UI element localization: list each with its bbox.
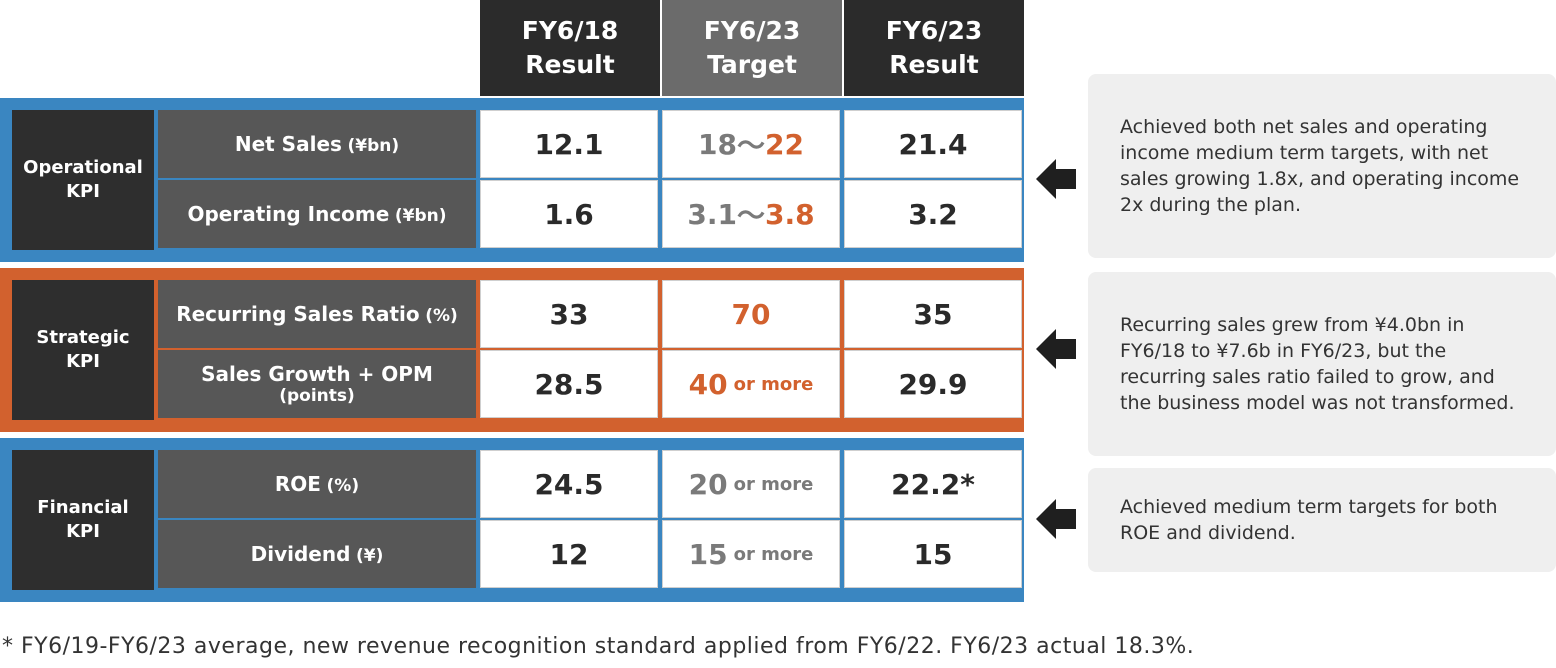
left-arrow-icon — [1036, 159, 1076, 199]
cell-dividend-fy23: 15 — [844, 520, 1022, 588]
cell-operating-income-fy18: 1.6 — [480, 180, 658, 248]
row-label-net-sales: Net Sales (¥bn) — [158, 110, 476, 178]
target-high: 3.8 — [765, 197, 815, 231]
row-label-roe: ROE (%) — [158, 450, 476, 518]
row-label-text: Recurring Sales Ratio — [176, 302, 420, 326]
cell-recurring-fy23: 35 — [844, 280, 1022, 348]
category-operational-kpi: Operational KPI — [12, 110, 154, 250]
operational-kpi-group: Operational KPI Net Sales (¥bn) Operating… — [0, 98, 1024, 262]
cell-recurring-target: 70 — [662, 280, 840, 348]
row-label-recurring-sales-ratio: Recurring Sales Ratio (%) — [158, 280, 476, 348]
cell-net-sales-fy18: 12.1 — [480, 110, 658, 178]
cell-operating-income-target: 3.1 〜 3.8 — [662, 180, 840, 248]
target-low: 3.1 — [687, 197, 737, 231]
row-label-text: Dividend — [250, 542, 351, 566]
row-label-sub: (points) — [279, 386, 355, 406]
cell-recurring-fy18: 33 — [480, 280, 658, 348]
row-label-unit: (%) — [326, 476, 360, 496]
cell-dividend-target: 15 or more — [662, 520, 840, 588]
cell-roe-fy23: 22.2* — [844, 450, 1022, 518]
header-line: Target — [707, 50, 797, 79]
note-strategic: Recurring sales grew from ¥4.0bn in FY6/… — [1088, 272, 1556, 456]
header-line: FY6/23 — [885, 16, 983, 45]
cell-growth-opm-fy18: 28.5 — [480, 350, 658, 418]
category-line: KPI — [66, 521, 100, 542]
cell-dividend-fy18: 12 — [480, 520, 658, 588]
category-line: Financial — [37, 497, 129, 518]
header-line: Result — [889, 50, 979, 79]
target-value: 70 — [731, 297, 771, 331]
row-label-unit: (¥) — [356, 546, 384, 566]
header-fy23-target: FY6/23 Target — [662, 0, 842, 96]
target-low: 18 — [698, 127, 737, 161]
row-label-text: Net Sales — [234, 132, 342, 156]
cell-net-sales-fy23: 21.4 — [844, 110, 1022, 178]
category-line: KPI — [66, 351, 100, 372]
note-text: Achieved both net sales and operating in… — [1120, 116, 1520, 216]
target-value: 40 — [688, 367, 728, 401]
header-fy23-result: FY6/23 Result — [844, 0, 1024, 96]
category-line: Strategic — [36, 327, 130, 348]
cell-operating-income-fy23: 3.2 — [844, 180, 1022, 248]
left-arrow-icon — [1036, 499, 1076, 539]
row-label-text: Operating Income — [187, 202, 390, 226]
left-arrow-icon — [1036, 329, 1076, 369]
header-fy18-result: FY6/18 Result — [480, 0, 660, 96]
cell-roe-target: 20 or more — [662, 450, 840, 518]
category-financial-kpi: Financial KPI — [12, 450, 154, 590]
target-suffix: or more — [733, 473, 814, 495]
note-financial: Achieved medium term targets for both RO… — [1088, 468, 1556, 572]
strategic-kpi-group: Strategic KPI Recurring Sales Ratio (%) S… — [0, 268, 1024, 432]
cell-growth-opm-target: 40 or more — [662, 350, 840, 418]
note-text: Recurring sales grew from ¥4.0bn in FY6/… — [1120, 314, 1515, 414]
financial-kpi-group: Financial KPI ROE (%) Dividend (¥) 24.5 2… — [0, 438, 1024, 602]
row-label-text: Sales Growth + OPM — [201, 362, 433, 386]
category-line: Operational — [23, 157, 143, 178]
footnote: * FY6/19-FY6/23 average, new revenue rec… — [2, 634, 1195, 659]
target-value: 20 — [688, 467, 728, 501]
row-label-unit: (%) — [425, 306, 458, 326]
cell-growth-opm-fy23: 29.9 — [844, 350, 1022, 418]
target-value: 15 — [688, 537, 728, 571]
cell-roe-fy18: 24.5 — [480, 450, 658, 518]
row-label-text: ROE — [274, 472, 321, 496]
category-strategic-kpi: Strategic KPI — [12, 280, 154, 420]
header-line: FY6/23 — [703, 16, 801, 45]
category-line: KPI — [66, 181, 100, 202]
note-text: Achieved medium term targets for both RO… — [1120, 496, 1498, 544]
target-separator: 〜 — [736, 199, 765, 232]
header-line: Result — [525, 50, 615, 79]
target-suffix: or more — [733, 543, 814, 565]
target-separator: 〜 — [736, 129, 765, 162]
row-label-operating-income: Operating Income (¥bn) — [158, 180, 476, 248]
row-label-dividend: Dividend (¥) — [158, 520, 476, 588]
cell-net-sales-target: 18 〜 22 — [662, 110, 840, 178]
row-label-unit: (¥bn) — [347, 136, 400, 156]
target-high: 22 — [765, 127, 804, 161]
row-label-sales-growth-opm: Sales Growth + OPM (points) — [158, 350, 476, 418]
target-suffix: or more — [733, 373, 814, 395]
header-line: FY6/18 — [521, 16, 619, 45]
row-label-unit: (¥bn) — [394, 206, 447, 226]
note-operational: Achieved both net sales and operating in… — [1088, 74, 1556, 258]
